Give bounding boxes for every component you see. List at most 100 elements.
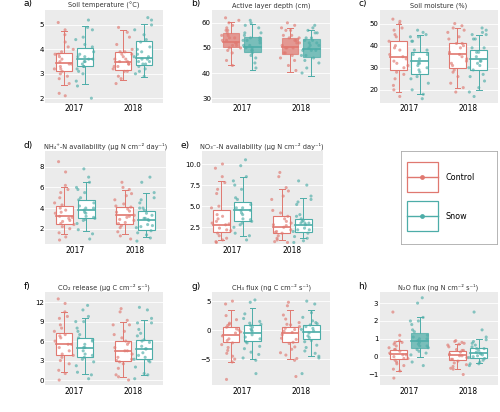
Point [246,216,254,223]
Point [61,31,69,38]
Point [278,230,286,236]
Point [74,335,82,341]
Point [248,47,256,54]
Point [144,14,152,21]
Point [110,331,118,338]
Point [72,78,80,84]
Point [116,309,124,315]
Bar [136,340,152,359]
Point [284,188,292,194]
Point [474,353,482,359]
Point [408,327,416,333]
Point [112,203,120,209]
Point [242,236,250,243]
Point [51,338,59,344]
Point [114,354,122,360]
Point [222,376,230,383]
Point [419,29,427,36]
Point [135,326,143,333]
Point [423,343,431,349]
Point [279,193,287,199]
Point [298,370,306,377]
Point [56,322,64,328]
Point [391,31,399,38]
Point [386,51,394,58]
Point [232,42,240,49]
Point [460,347,468,354]
Point [213,211,221,218]
Point [392,359,400,365]
Point [243,339,251,346]
Point [390,353,398,360]
Point [248,332,256,338]
Point [111,344,119,351]
Point [252,55,260,61]
Point [116,216,124,223]
Point [407,351,415,358]
Point [424,344,432,351]
Point [51,51,59,58]
Point [446,80,454,87]
Point [414,60,422,67]
Point [144,307,152,313]
Point [134,229,141,236]
Point [138,338,146,344]
Point [81,54,89,60]
Point [236,162,244,169]
Point [452,337,460,344]
Point [62,234,70,240]
Point [463,56,471,62]
Bar [273,216,290,233]
Point [80,318,88,325]
Point [254,25,262,31]
Point [112,357,120,364]
Bar [412,332,428,348]
Bar [470,348,487,358]
Text: c): c) [358,0,367,8]
Point [294,227,302,233]
Point [296,211,304,218]
Point [82,213,90,220]
Text: Snow: Snow [446,212,467,221]
Point [74,197,82,203]
Point [465,354,473,361]
Point [140,215,148,222]
Point [120,360,128,367]
Point [308,309,316,316]
Point [398,25,406,31]
Point [225,19,233,26]
Point [389,16,397,22]
Point [218,236,226,243]
Point [315,355,323,361]
Point [57,66,65,72]
Point [117,75,125,82]
Point [134,320,141,326]
Point [84,24,92,30]
Point [109,66,117,72]
Point [416,69,424,75]
Point [235,327,243,333]
Point [130,26,138,33]
Point [470,338,478,345]
Point [454,358,462,365]
Point [254,351,262,358]
Point [121,49,129,55]
Point [232,330,239,336]
Point [138,343,145,349]
Text: e): e) [180,140,190,150]
Point [122,56,130,63]
Point [476,62,484,69]
Point [214,186,222,193]
Point [238,186,246,193]
Point [304,27,312,34]
Point [292,67,300,74]
Point [111,56,119,63]
Point [297,215,305,222]
Bar [114,52,131,70]
Point [114,229,122,235]
Title: CO₂ release (μg C cm⁻² s⁻¹): CO₂ release (μg C cm⁻² s⁻¹) [58,283,150,291]
Point [396,368,404,374]
Point [126,208,134,215]
Point [246,232,254,239]
Point [246,207,254,214]
